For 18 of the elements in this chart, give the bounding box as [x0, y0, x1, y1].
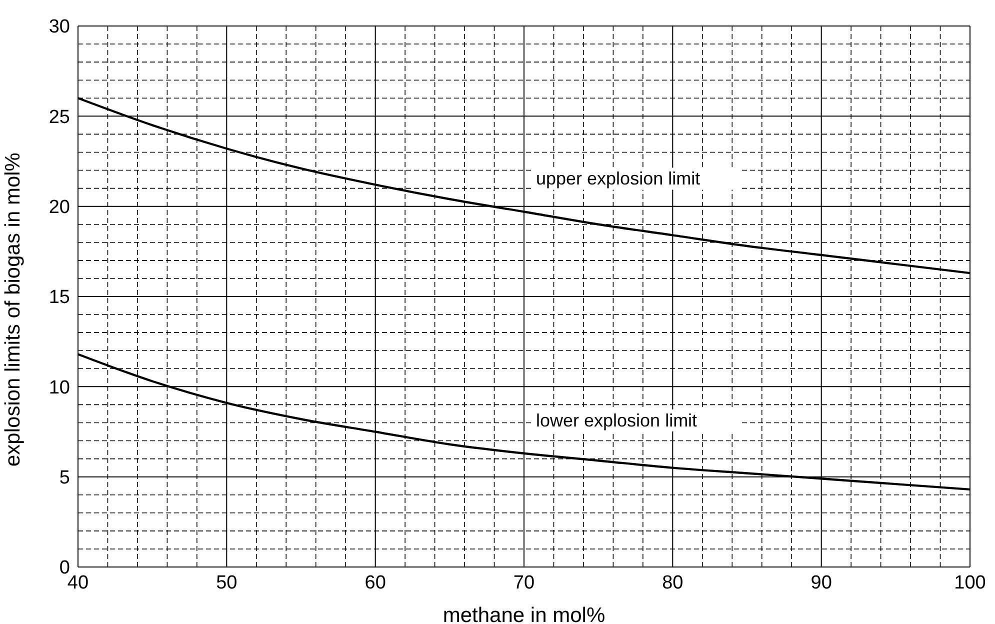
- x-axis-title: methane in mol%: [442, 604, 606, 624]
- y-tick-label: 5: [59, 468, 70, 489]
- y-tick-label: 30: [48, 16, 70, 38]
- y-tick-label: 10: [48, 377, 70, 398]
- x-tick-label: 100: [954, 572, 986, 594]
- y-tick-label: 0: [59, 558, 70, 579]
- x-tick-label: 90: [810, 572, 832, 594]
- x-tick-label: 40: [67, 572, 89, 594]
- y-axis-title: explosion limits of biogas in mol%: [1, 152, 24, 466]
- series-label: upper explosion limit: [536, 168, 700, 189]
- y-tick-label: 20: [48, 197, 70, 218]
- x-tick-label: 60: [364, 572, 386, 594]
- y-tick-label: 25: [48, 106, 70, 128]
- x-tick-label: 50: [216, 572, 238, 594]
- x-tick-label: 70: [513, 572, 535, 594]
- x-tick-label: 80: [662, 572, 684, 594]
- series-label: lower explosion limit: [536, 410, 698, 430]
- y-tick-label: 15: [48, 287, 70, 308]
